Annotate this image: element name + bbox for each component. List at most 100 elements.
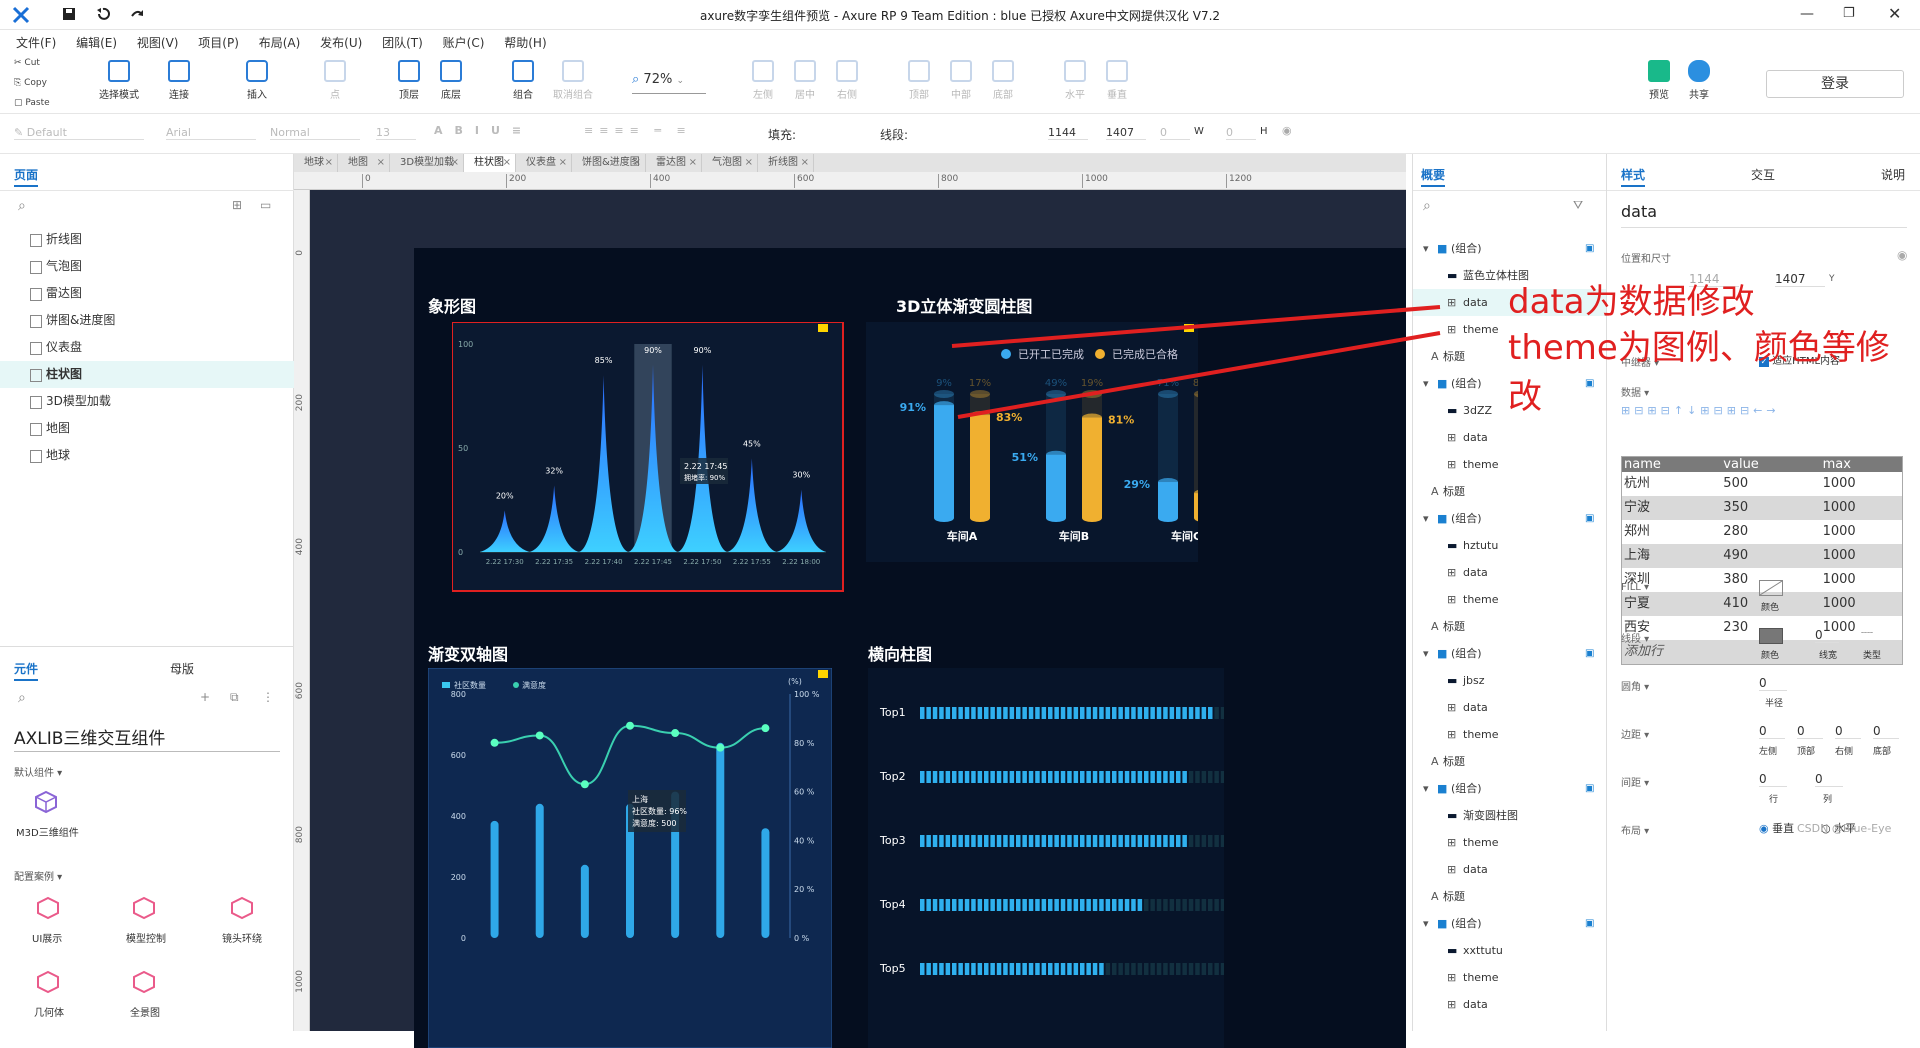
table-cell[interactable]: 1000	[1822, 596, 1856, 611]
table-cell[interactable]: 西安	[1624, 620, 1651, 635]
padding-left-field[interactable]: 0	[1759, 724, 1785, 739]
menu-project[interactable]: 项目(P)	[198, 36, 239, 50]
config-group-label[interactable]: 配置案例 ▾	[14, 872, 63, 883]
align-middle-button[interactable]: 中部	[938, 60, 984, 101]
close-tab-icon[interactable]: ×	[450, 157, 459, 168]
tab-libraries[interactable]: 元件	[14, 660, 39, 681]
insert-button[interactable]: 插入	[234, 60, 280, 101]
outline-item[interactable]: ▾ ■ ▣ (组合)	[1413, 235, 1607, 262]
outline-item[interactable]: ⊞ theme	[1413, 451, 1607, 478]
data-label[interactable]: 数据 ▾	[1621, 388, 1650, 399]
menu-file[interactable]: 文件(F)	[16, 36, 57, 50]
data-tools[interactable]: ⊞⊟⊞⊟↑↓⊞⊟⊞⊟←→	[1621, 404, 1780, 417]
table-row[interactable]: 深圳 380 1000	[1622, 568, 1902, 592]
page-item[interactable]: 雷达图	[0, 280, 294, 307]
menu-edit[interactable]: 编辑(E)	[76, 36, 118, 50]
h-field[interactable]: 0	[1226, 126, 1256, 140]
outline-item[interactable]: ▾ ■ ▣ (组合)	[1413, 775, 1607, 802]
corner-radius-field[interactable]: 0	[1759, 676, 1787, 691]
outline-item[interactable]: ▬ 蓝色立体柱图	[1413, 262, 1607, 289]
outline-item[interactable]: ⊞ data	[1413, 424, 1607, 451]
table-row[interactable]: 郑州 280 1000	[1622, 520, 1902, 544]
expand-icon[interactable]: ▾	[1423, 512, 1429, 525]
add-page-icon[interactable]: ⊞	[232, 198, 243, 212]
group-badge-icon[interactable]: ▣	[1585, 648, 1595, 659]
outline-item[interactable]: ⊞ data	[1413, 559, 1607, 586]
tab-style[interactable]: 样式	[1621, 166, 1646, 187]
corner-section-label[interactable]: 圆角 ▾	[1621, 682, 1650, 693]
outline-item[interactable]: ⊞ data	[1413, 991, 1607, 1018]
font-select[interactable]: Arial	[166, 126, 256, 140]
row-spacing-field[interactable]: 0	[1759, 772, 1787, 787]
table-cell[interactable]: 宁夏	[1624, 596, 1651, 611]
group-badge-icon[interactable]: ▣	[1585, 243, 1595, 254]
repeater-data-table[interactable]: name value max 杭州 500 1000 宁波 350 1000 郑州 280 1000 上…	[1621, 456, 1903, 665]
outline-item[interactable]: ▬ jbsz	[1413, 667, 1607, 694]
tab-masters[interactable]: 母版	[170, 662, 195, 676]
zoom-select[interactable]: ⌕ 72% ⌄	[632, 72, 706, 94]
col-spacing-field[interactable]: 0	[1815, 772, 1843, 787]
filter-icon[interactable]: ⛛	[1573, 198, 1584, 212]
visibility-icon[interactable]: ◉	[1282, 124, 1292, 137]
align-left-button[interactable]: 左侧	[740, 60, 786, 101]
outline-item[interactable]: A 标题	[1413, 748, 1607, 775]
document-tab[interactable]: 地图 ×	[338, 154, 390, 172]
align-buttons[interactable]: ≡≡≡≡ ═ ≡	[584, 124, 692, 137]
widget-name-field[interactable]: data	[1621, 202, 1907, 228]
outline-item[interactable]: ⊞ data	[1413, 694, 1607, 721]
outline-item[interactable]: A 标题	[1413, 613, 1607, 640]
x-position-field[interactable]: 1144	[1689, 272, 1739, 287]
page-item[interactable]: 地球	[0, 442, 294, 469]
outline-item[interactable]: ⊞ theme	[1413, 586, 1607, 613]
artboard[interactable]: 象形图 3D立体渐变圆柱图 渐变双轴图 横向柱图 100 50 0 20% 2.22 1…	[414, 248, 1406, 1048]
menu-team[interactable]: 团队(T)	[382, 36, 423, 50]
table-cell[interactable]: 380	[1723, 572, 1749, 587]
undo-icon[interactable]	[96, 7, 110, 21]
padding-top-field[interactable]: 0	[1797, 724, 1823, 739]
page-item-selected[interactable]: 柱状图	[0, 361, 294, 388]
ungroup-button[interactable]: 取消组合	[548, 60, 598, 101]
table-cell[interactable]: 上海	[1624, 548, 1651, 563]
preview-button[interactable]: 预览	[1636, 60, 1682, 101]
search-icon[interactable]: ⌕	[18, 198, 26, 214]
outline-item[interactable]: ▬ 3dZZ	[1413, 397, 1607, 424]
cube-icon[interactable]	[132, 896, 156, 920]
minimize-button[interactable]: —	[1800, 6, 1814, 22]
add-library-icon[interactable]: +	[200, 690, 211, 704]
document-tab[interactable]: 地球 ×	[294, 154, 338, 172]
document-tab[interactable]: 雷达图 ×	[646, 154, 702, 172]
page-item[interactable]: 气泡图	[0, 253, 294, 280]
group-badge-icon[interactable]: ▣	[1585, 783, 1595, 794]
menu-account[interactable]: 账户(C)	[442, 36, 485, 50]
line-width-field[interactable]: 0	[1815, 628, 1839, 643]
fill-color-swatch[interactable]	[1759, 580, 1783, 596]
close-tab-icon[interactable]: ×	[324, 157, 333, 168]
line-color-swatch[interactable]	[1759, 628, 1783, 644]
page-item[interactable]: 饼图&进度图	[0, 307, 294, 334]
text-format-buttons[interactable]: ABIU≡	[434, 124, 534, 137]
page-item[interactable]: 折线图	[0, 226, 294, 253]
connect-button[interactable]: 连接	[156, 60, 202, 101]
outline-item[interactable]: ▬ hztutu	[1413, 532, 1607, 559]
share-button[interactable]: 共享	[1676, 60, 1722, 101]
spacing-section-label[interactable]: 间距 ▾	[1621, 778, 1650, 789]
page-item[interactable]: 仪表盘	[0, 334, 294, 361]
cube-icon[interactable]	[34, 790, 58, 814]
table-row[interactable]: 宁波 350 1000	[1622, 496, 1902, 520]
table-cell[interactable]: 郑州	[1624, 524, 1651, 539]
table-cell[interactable]: 410	[1723, 596, 1749, 611]
tab-pages[interactable]: 页面	[14, 166, 39, 187]
login-button[interactable]: 登录	[1766, 70, 1904, 98]
tab-outline[interactable]: 概要	[1421, 166, 1446, 187]
dual-axis-chart[interactable]: 社区数量 满意度 (%) 800 600 400 200 0 100 % 80 % 60 % 40 %…	[428, 668, 832, 1048]
outline-item[interactable]: ▾ ■ ▣ (组合)	[1413, 910, 1607, 937]
menu-publish[interactable]: 发布(U)	[320, 36, 363, 50]
group-button[interactable]: 组合	[500, 60, 546, 101]
cube-icon[interactable]	[36, 896, 60, 920]
x-field[interactable]: 1144	[1048, 126, 1088, 140]
menu-view[interactable]: 视图(V)	[136, 36, 179, 50]
layout-horizontal-radio[interactable]: ○ 水平	[1821, 822, 1857, 835]
redo-icon[interactable]	[130, 7, 144, 21]
close-tab-icon[interactable]: ×	[688, 157, 697, 168]
menu-layout[interactable]: 布局(A)	[258, 36, 301, 50]
